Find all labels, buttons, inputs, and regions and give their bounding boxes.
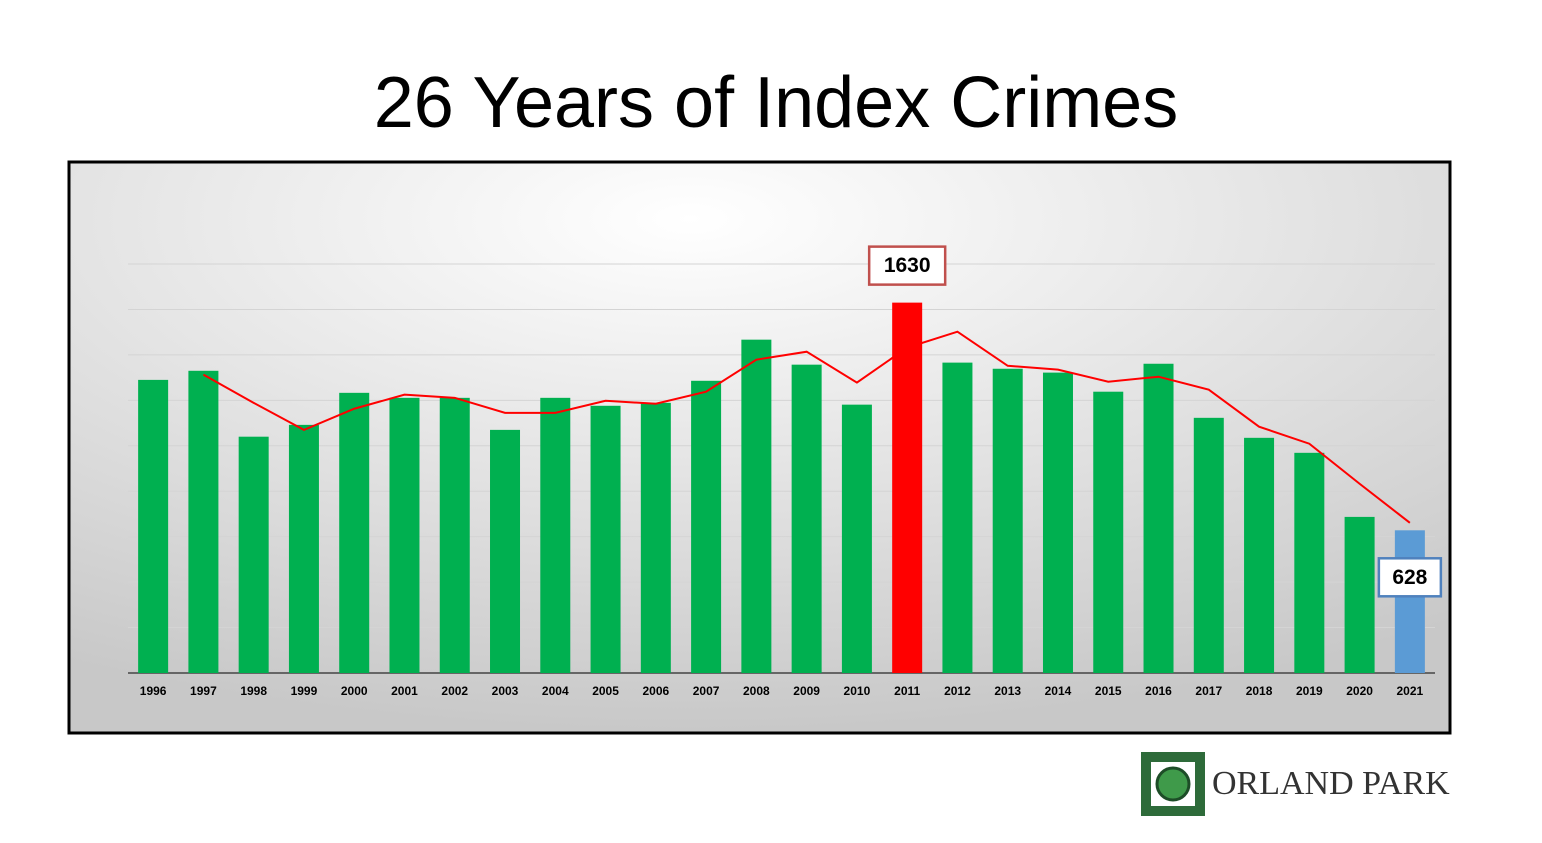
bar: [389, 397, 420, 673]
data-label: 1630: [884, 254, 931, 277]
x-tick-label: 2007: [693, 684, 720, 698]
x-tick-label: 2019: [1296, 684, 1323, 698]
x-tick-label: 2021: [1397, 684, 1424, 698]
bar: [1143, 363, 1174, 673]
bar: [238, 436, 269, 673]
logo-text: ORLAND PARK: [1212, 765, 1450, 802]
bar: [892, 302, 923, 673]
x-tick-label: 2004: [542, 684, 569, 698]
bar: [1244, 437, 1275, 673]
bar: [1394, 530, 1425, 673]
x-tick-label: 1999: [291, 684, 318, 698]
x-tick-label: 2014: [1045, 684, 1072, 698]
bar: [138, 379, 169, 673]
bar: [691, 380, 722, 673]
x-tick-label: 2003: [492, 684, 519, 698]
bar: [288, 424, 319, 673]
x-tick-label: 2006: [642, 684, 669, 698]
bar: [1294, 452, 1325, 673]
bar: [992, 368, 1023, 673]
x-tick-label: 2015: [1095, 684, 1122, 698]
logo-circle: [1155, 766, 1191, 802]
trend-line: [202, 330, 1411, 524]
x-tick-label: 2005: [592, 684, 619, 698]
bar: [741, 339, 772, 673]
x-tick-label: 2017: [1195, 684, 1222, 698]
bar: [1344, 516, 1375, 673]
x-tick-label: 2011: [894, 684, 920, 698]
bar: [640, 402, 671, 673]
x-tick-label: 2020: [1346, 684, 1373, 698]
x-tick-label: 2000: [341, 684, 368, 698]
bar: [942, 362, 973, 673]
x-tick-label: 2010: [844, 684, 871, 698]
bar: [339, 392, 370, 673]
bar: [590, 405, 621, 673]
x-tick-label: 2016: [1145, 684, 1172, 698]
data-label-box: [1377, 557, 1443, 598]
bar: [439, 397, 470, 673]
bar: [791, 364, 822, 673]
bar: [841, 404, 872, 673]
x-tick-label: 2009: [793, 684, 820, 698]
x-tick-label: 1996: [140, 684, 167, 698]
x-tick-label: 2002: [441, 684, 468, 698]
bar: [188, 370, 219, 673]
bar: [540, 397, 571, 673]
chart-title: 26 Years of Index Crimes: [374, 63, 1178, 143]
x-tick-label: 2001: [391, 684, 418, 698]
bar: [1193, 417, 1224, 673]
x-tick-label: 2012: [944, 684, 971, 698]
data-label-box: [867, 245, 947, 286]
data-label: 628: [1392, 566, 1427, 589]
x-tick-label: 2008: [743, 684, 770, 698]
x-tick-label: 2018: [1246, 684, 1273, 698]
bar: [1093, 391, 1124, 673]
x-tick-label: 1998: [240, 684, 267, 698]
bar: [1042, 372, 1073, 673]
x-tick-label: 1997: [190, 684, 217, 698]
logo: ORLAND PARK: [1141, 752, 1450, 816]
bar: [490, 429, 521, 673]
x-tick-label: 2013: [994, 684, 1021, 698]
